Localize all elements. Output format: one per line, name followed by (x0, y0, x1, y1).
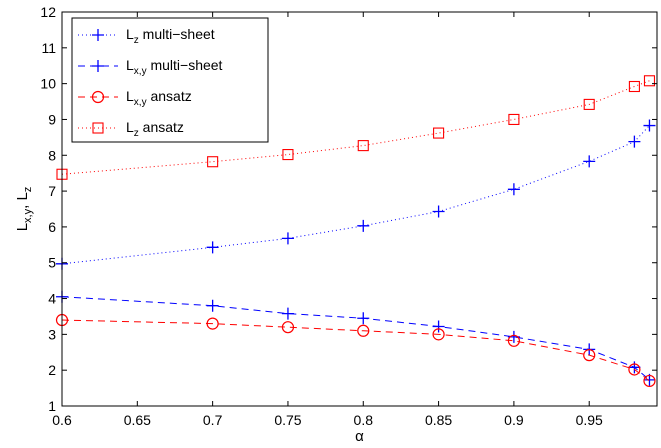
data-point-lz-multi-8 (643, 119, 656, 132)
data-point-lxy-multi-1 (206, 299, 219, 312)
y-axis-label: Lx,y, Lz (14, 187, 34, 232)
legend-label: Lx,y ansatz (126, 88, 192, 108)
legend-label-subscript: z (134, 128, 139, 139)
legend-label: Lz ansatz (126, 119, 184, 139)
x-tick-label: 0.6 (52, 412, 72, 428)
data-point-lz-multi-4 (432, 205, 445, 218)
data-point-lxy-ansatz-8 (643, 374, 656, 388)
data-point-lxy-multi-4 (432, 320, 445, 333)
data-point-lz-ansatz-2 (282, 149, 294, 161)
x-tick-label: 0.75 (274, 412, 301, 428)
data-point-lz-ansatz-7 (628, 80, 640, 93)
legend-entry-lz-ansatz: Lz ansatz (78, 119, 184, 139)
data-point-lxy-ansatz-3 (357, 324, 370, 337)
y-tick-label: 8 (48, 147, 56, 163)
y-tick-label: 6 (48, 219, 56, 235)
data-point-lz-ansatz-3 (357, 140, 369, 152)
legend-label-rest: multi−sheet (147, 57, 223, 73)
legend-label: Lz multi−sheet (126, 26, 215, 46)
axes: 0.6 0.65 0.7 0.75 0.8 0.85 0.9 0.95123456789101… (14, 4, 658, 445)
legend-label-main: L (126, 88, 134, 104)
data-point-lxy-ansatz-5 (507, 334, 520, 347)
series-lz-ansatz (56, 75, 656, 180)
legend-label-subscript: z (134, 35, 139, 46)
x-tick-label: 0.9 (504, 412, 524, 428)
data-point-lxy-multi-3 (357, 312, 370, 325)
data-point-lxy-ansatz-4 (432, 328, 445, 341)
legend-label-subscript: x,y (134, 66, 147, 77)
legend-label-main: L (126, 119, 134, 135)
data-point-lz-ansatz-4 (433, 127, 445, 139)
series-line-lxy-ansatz (61, 319, 650, 382)
series-lxy-ansatz (55, 313, 656, 388)
data-point-lz-ansatz-8 (643, 75, 656, 87)
data-point-lz-multi-6 (583, 155, 596, 168)
x-tick-label: 0.8 (354, 412, 374, 428)
data-point-lz-ansatz-5 (508, 113, 520, 126)
x-tick-label: 0.7 (203, 412, 223, 428)
data-point-lxy-multi-7 (628, 361, 641, 374)
legend-marker (92, 60, 104, 72)
data-point-lz-multi-3 (357, 219, 370, 232)
series-line-lz-ansatz (61, 80, 650, 175)
data-point-lxy-ansatz-2 (281, 321, 295, 334)
legend-label-rest: multi−sheet (139, 26, 215, 42)
legend-label: Lx,y multi−sheet (126, 57, 223, 77)
data-point-lxy-ansatz-6 (583, 349, 596, 362)
legend-label-rest: ansatz (139, 119, 184, 135)
y-tick-label: 7 (48, 183, 56, 199)
data-point-lxy-multi-2 (281, 307, 294, 320)
legend-label-rest: ansatz (147, 88, 192, 104)
legend-marker (92, 29, 104, 41)
y-tick-label: 10 (40, 76, 56, 92)
x-tick-label: 0.95 (576, 412, 603, 428)
legend-marker (92, 122, 104, 134)
y-tick-label: 9 (48, 111, 56, 127)
data-point-lxy-ansatz-7 (628, 363, 641, 376)
y-tick-label: 2 (48, 362, 56, 378)
y-tick-label: 12 (40, 4, 56, 20)
data-point-lz-ansatz-6 (583, 98, 595, 110)
data-point-lz-multi-5 (507, 183, 520, 196)
x-axis-label: α (355, 428, 364, 445)
y-axis-label-part: , L (14, 192, 31, 209)
y-tick-label: 4 (48, 291, 56, 307)
x-tick-label: 0.65 (124, 412, 151, 428)
data-point-lz-multi-2 (281, 232, 294, 245)
y-tick-label: 5 (48, 255, 56, 271)
legend-label-subscript: x,y (134, 97, 147, 108)
legend-label-main: L (126, 26, 134, 42)
legend-entry-lxy-multi: Lx,y multi−sheet (78, 57, 223, 77)
legend-marker (91, 90, 105, 104)
y-axis-label-part: L (14, 223, 31, 231)
y-tick-label: 11 (41, 40, 56, 56)
data-point-lz-multi-7 (628, 135, 641, 148)
data-point-lxy-ansatz-1 (206, 317, 219, 330)
y-tick-label: 3 (48, 326, 56, 342)
data-point-lz-ansatz-1 (207, 156, 219, 168)
y-tick-label: 1 (48, 398, 56, 414)
x-tick-label: 0.85 (425, 412, 452, 428)
y-axis-label-subscript: z (22, 187, 34, 193)
legend-box (71, 17, 269, 143)
y-axis-label-subscript: x,y (22, 208, 34, 223)
data-point-lz-multi-1 (206, 241, 219, 254)
legend-entry-lxy-ansatz: Lx,y ansatz (78, 88, 192, 108)
axes-frame (61, 11, 658, 407)
legend-entry-lz-multi: Lz multi−sheet (78, 26, 215, 46)
legend-label-main: L (126, 57, 134, 73)
